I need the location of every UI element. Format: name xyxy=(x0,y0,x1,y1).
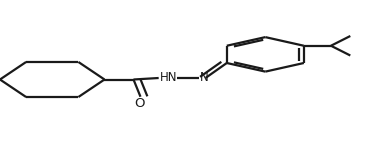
Text: O: O xyxy=(134,97,145,110)
Text: HN: HN xyxy=(160,71,177,84)
Text: N: N xyxy=(200,71,209,84)
